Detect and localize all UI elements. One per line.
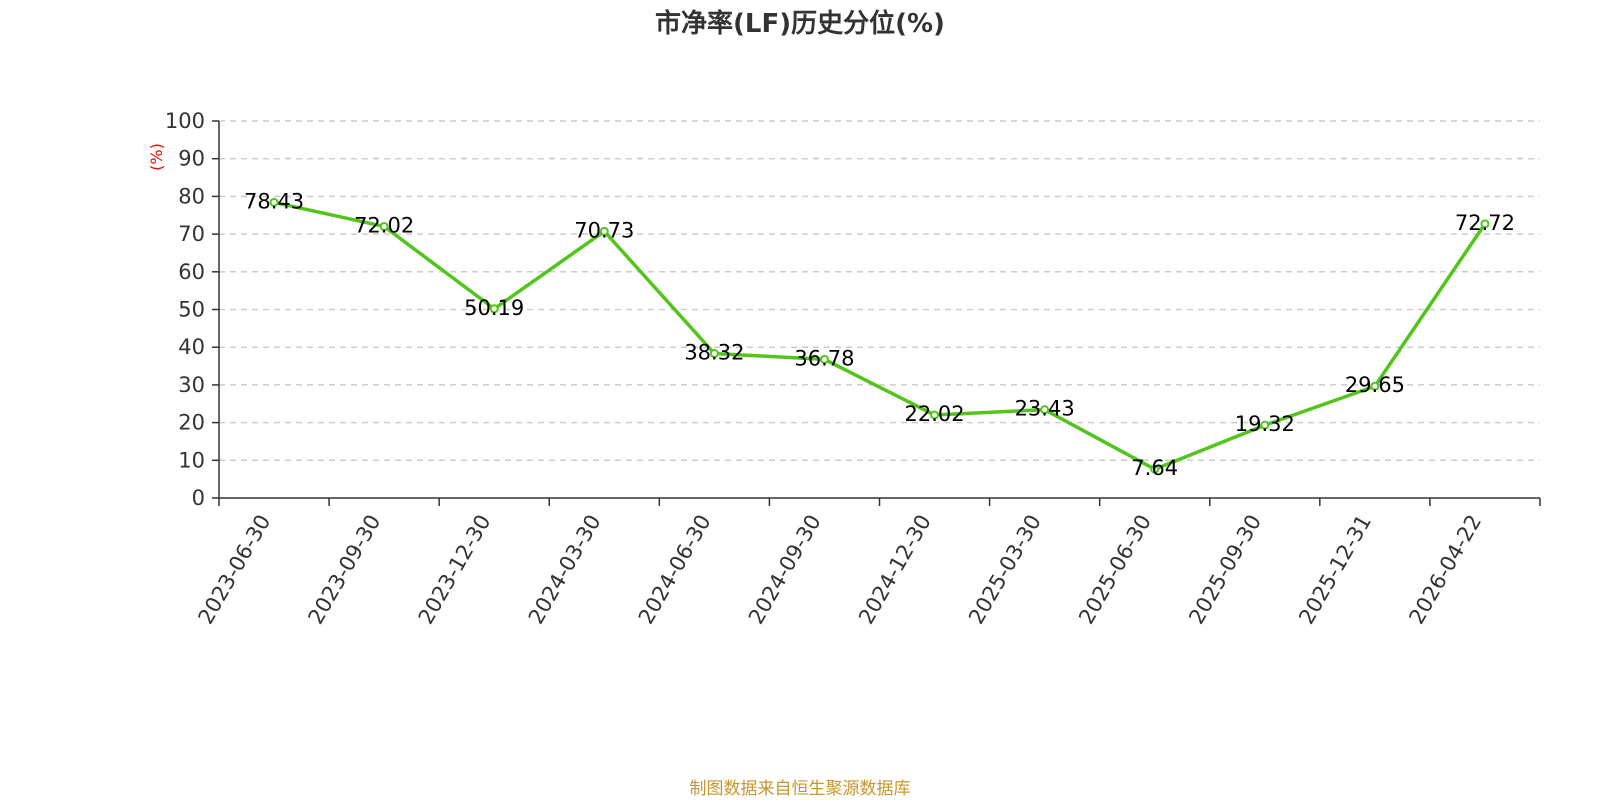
x-tick-label: 2024-06-30	[634, 511, 716, 629]
x-tick-label: 2024-03-30	[524, 511, 606, 629]
data-point	[379, 221, 389, 231]
series-line	[273, 200, 1487, 471]
x-tick-label: 2025-03-30	[964, 511, 1046, 629]
x-tick-label: 2023-09-30	[304, 511, 386, 629]
data-label: 50.19	[464, 296, 524, 320]
y-tick-label: 50	[178, 298, 205, 322]
y-tick-label: 10	[178, 448, 205, 472]
data-label: 23.43	[1015, 397, 1075, 421]
x-tick-label: 2025-06-30	[1074, 511, 1156, 629]
data-label: 72.72	[1455, 211, 1515, 235]
y-tick-label: 70	[178, 222, 205, 246]
data-label: 38.32	[684, 341, 744, 365]
y-tick-label: 20	[178, 411, 205, 435]
data-label: 70.73	[574, 218, 634, 242]
data-label: 72.02	[354, 213, 414, 237]
source-note: 制图数据来自恒生聚源数据库	[690, 779, 911, 799]
y-tick-label: 90	[178, 147, 205, 171]
y-axis-unit-label: (%)	[147, 143, 166, 171]
y-tick-label: 30	[178, 373, 205, 397]
data-point	[1370, 381, 1380, 391]
y-tick-label: 100	[165, 109, 205, 133]
chart-title: 市净率(LF)历史分位(%)	[655, 8, 945, 39]
label-layer: 78.43 72.02 50.19 70.73 38.32 36.78 22.02 23.43…	[244, 189, 1515, 480]
x-tick-label: 2024-12-30	[854, 511, 936, 629]
data-point	[930, 410, 940, 420]
data-point	[599, 226, 609, 236]
data-point	[1040, 405, 1050, 415]
data-label: 7.64	[1131, 456, 1178, 480]
data-label: 78.43	[244, 189, 304, 213]
data-point	[1150, 464, 1160, 474]
x-tick-label: 2025-12-31	[1294, 511, 1376, 629]
x-tick-label: 2024-09-30	[744, 511, 826, 629]
x-tick-label: 2025-09-30	[1184, 511, 1266, 629]
data-point	[1260, 420, 1270, 430]
x-tick-label: 2026-04-22	[1404, 511, 1486, 629]
data-point	[489, 304, 499, 314]
data-label: 36.78	[794, 346, 854, 370]
y-tick-label: 0	[192, 486, 205, 510]
series-layer	[269, 197, 1490, 474]
data-point	[709, 349, 719, 359]
x-tick-label: 2023-12-30	[414, 511, 496, 629]
y-tick-label: 60	[178, 260, 205, 284]
y-tick-label: 80	[178, 184, 205, 208]
data-point	[1480, 219, 1490, 229]
data-label: 19.32	[1235, 412, 1295, 436]
data-label: 22.02	[904, 402, 964, 426]
x-tick-label: 2023-06-30	[194, 511, 276, 629]
data-point	[269, 197, 279, 207]
y-tick-label: 40	[178, 335, 205, 359]
data-label: 29.65	[1345, 373, 1405, 397]
grid-layer	[219, 120, 1540, 462]
data-point	[819, 354, 829, 364]
